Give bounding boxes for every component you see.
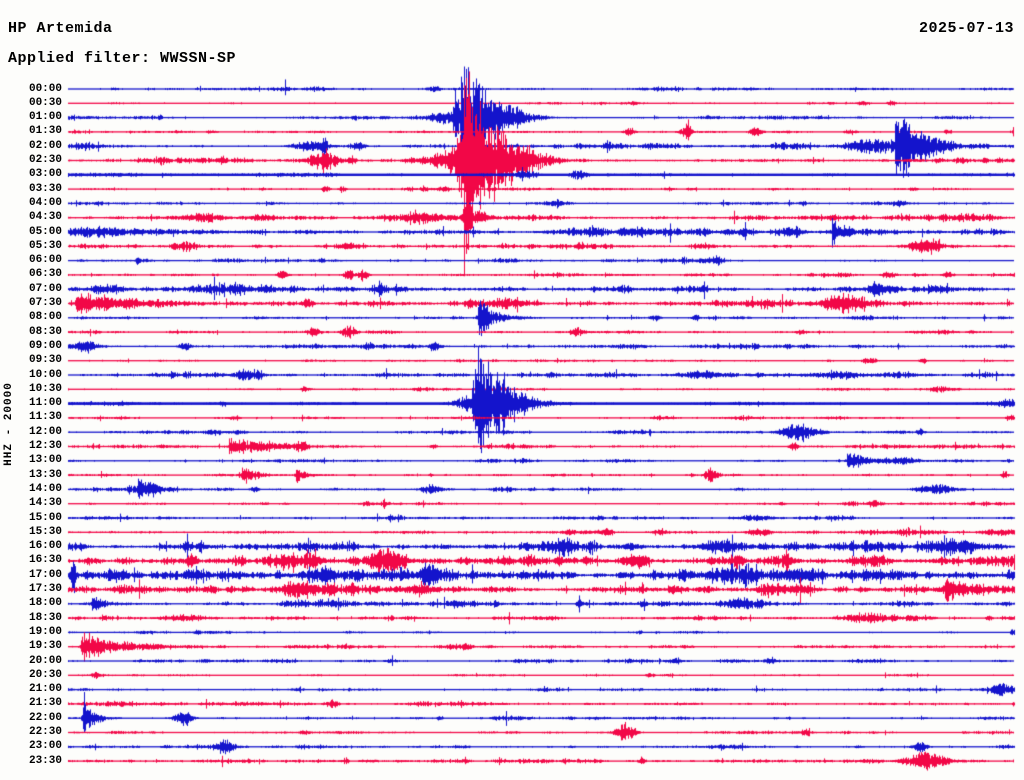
time-label: 04:30	[28, 211, 62, 224]
time-label: 16:30	[28, 554, 62, 567]
time-label: 02:00	[28, 139, 62, 152]
time-label: 22:30	[28, 726, 62, 738]
time-label: 04:00	[28, 196, 62, 209]
time-label: 14:30	[28, 497, 62, 510]
time-label: 13:30	[28, 468, 62, 481]
time-label: 21:30	[28, 697, 62, 710]
time-label: 15:30	[28, 525, 62, 538]
time-label: 06:30	[28, 268, 62, 281]
time-label: 11:00	[28, 397, 62, 410]
time-label: 22:00	[28, 711, 62, 724]
time-label: 13:00	[28, 454, 62, 467]
time-label: 09:30	[28, 354, 62, 367]
time-label: 19:30	[28, 640, 62, 653]
time-label: 20:00	[28, 654, 62, 667]
time-label: 17:00	[28, 568, 62, 581]
time-label: 00:30	[28, 96, 62, 109]
time-label: 12:30	[28, 440, 62, 452]
time-label: 07:30	[28, 297, 62, 309]
time-label: 08:30	[28, 325, 62, 338]
time-label: 18:00	[28, 597, 62, 610]
time-label: 05:00	[28, 225, 62, 238]
time-label: 15:00	[28, 511, 62, 524]
time-label: 11:30	[28, 411, 62, 424]
time-label: 12:00	[28, 425, 62, 438]
time-label: 01:00	[28, 111, 62, 124]
time-label: 03:00	[28, 168, 62, 181]
time-label: 21:00	[28, 683, 62, 696]
time-label: 23:00	[28, 740, 62, 753]
date-label: 2025-07-13	[918, 20, 1014, 37]
time-label: 17:30	[28, 583, 62, 595]
time-label: 05:30	[28, 239, 62, 252]
time-label: 16:00	[28, 540, 62, 553]
filter-label: Applied filter: WWSSN-SP	[8, 50, 237, 67]
time-label: 10:30	[28, 382, 62, 395]
time-label: 19:00	[28, 625, 62, 638]
time-label: 07:00	[28, 282, 62, 295]
time-label: 09:00	[28, 339, 62, 352]
time-label: 10:00	[28, 368, 62, 381]
time-label: 00:00	[28, 82, 62, 95]
station-title: HP Artemida	[8, 20, 113, 37]
time-label: 02:30	[28, 154, 62, 166]
time-label: 20:30	[28, 668, 62, 681]
channel-axis-label: HHZ - 20000	[3, 382, 15, 466]
time-label: 03:30	[28, 182, 62, 195]
time-label: 08:00	[28, 311, 62, 324]
time-label: 18:30	[28, 611, 62, 624]
time-label: 06:00	[28, 254, 62, 267]
time-label: 14:00	[28, 482, 62, 495]
time-label: 23:30	[28, 754, 62, 767]
time-label: 01:30	[28, 125, 62, 138]
